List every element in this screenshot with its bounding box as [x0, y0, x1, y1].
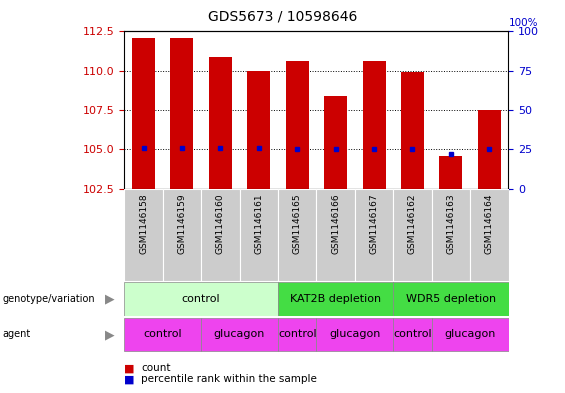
Text: GSM1146164: GSM1146164 — [485, 193, 494, 254]
Bar — [440, 156, 462, 189]
Bar — [278, 283, 393, 316]
Text: glucagon: glucagon — [214, 329, 265, 340]
Text: 100%: 100% — [508, 18, 538, 28]
Bar — [163, 189, 201, 281]
Bar — [316, 318, 393, 351]
Bar — [124, 189, 163, 281]
Text: control: control — [278, 329, 316, 340]
Text: GSM1146162: GSM1146162 — [408, 193, 417, 254]
Bar — [240, 189, 278, 281]
Text: control: control — [144, 329, 182, 340]
Text: GSM1146163: GSM1146163 — [446, 193, 455, 254]
Text: percentile rank within the sample: percentile rank within the sample — [141, 374, 317, 384]
Text: control: control — [182, 294, 220, 304]
Bar — [393, 283, 508, 316]
Bar — [363, 61, 385, 189]
Text: GSM1146166: GSM1146166 — [331, 193, 340, 254]
Text: glucagon: glucagon — [445, 329, 496, 340]
Bar — [132, 38, 155, 189]
Text: GDS5673 / 10598646: GDS5673 / 10598646 — [208, 10, 357, 24]
Text: GSM1146165: GSM1146165 — [293, 193, 302, 254]
Text: control: control — [393, 329, 432, 340]
Bar — [171, 38, 193, 189]
Bar — [478, 110, 501, 189]
Bar — [278, 318, 316, 351]
Bar — [278, 189, 316, 281]
Bar — [355, 189, 393, 281]
Bar — [432, 318, 508, 351]
Text: GSM1146167: GSM1146167 — [370, 193, 379, 254]
Text: KAT2B depletion: KAT2B depletion — [290, 294, 381, 304]
Bar — [201, 189, 240, 281]
Bar — [247, 71, 270, 189]
Text: ▶: ▶ — [105, 292, 115, 306]
Bar — [124, 283, 278, 316]
Bar — [393, 318, 432, 351]
Text: GSM1146161: GSM1146161 — [254, 193, 263, 254]
Text: count: count — [141, 363, 171, 373]
Text: ■: ■ — [124, 374, 135, 384]
Text: ■: ■ — [124, 363, 135, 373]
Text: agent: agent — [3, 329, 31, 340]
Bar — [201, 318, 278, 351]
Bar — [316, 189, 355, 281]
Text: ▶: ▶ — [105, 328, 115, 341]
Text: GSM1146160: GSM1146160 — [216, 193, 225, 254]
Bar — [209, 57, 232, 189]
Bar — [124, 318, 201, 351]
Bar — [286, 61, 308, 189]
Bar — [470, 189, 508, 281]
Text: GSM1146159: GSM1146159 — [177, 193, 186, 254]
Bar — [432, 189, 470, 281]
Text: WDR5 depletion: WDR5 depletion — [406, 294, 496, 304]
Text: glucagon: glucagon — [329, 329, 380, 340]
Text: GSM1146158: GSM1146158 — [139, 193, 148, 254]
Bar — [393, 189, 432, 281]
Bar — [324, 96, 347, 189]
Text: genotype/variation: genotype/variation — [3, 294, 95, 304]
Bar — [401, 72, 424, 189]
